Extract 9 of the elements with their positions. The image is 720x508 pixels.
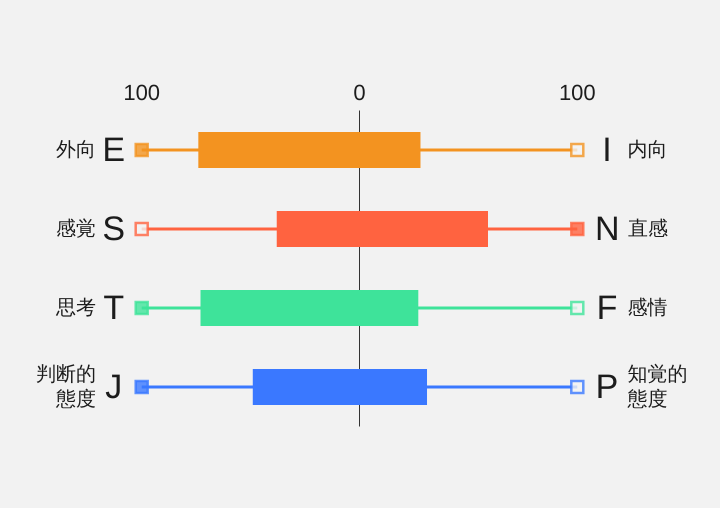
y2-tick-label: N 直感 xyxy=(595,210,668,248)
x-tick-label: 0 xyxy=(353,80,366,105)
y-tick-label: 感覚 S xyxy=(56,210,126,248)
y2-tick-label: I 内向 xyxy=(602,131,668,169)
y2-tick-label: F 感情 xyxy=(596,289,668,327)
x-tick-label: 100 xyxy=(558,80,596,105)
y-tick-label: 思考 T xyxy=(55,289,124,327)
y-tick-label: 外向 E xyxy=(56,131,126,169)
x-tick-label: 100 xyxy=(123,80,160,105)
